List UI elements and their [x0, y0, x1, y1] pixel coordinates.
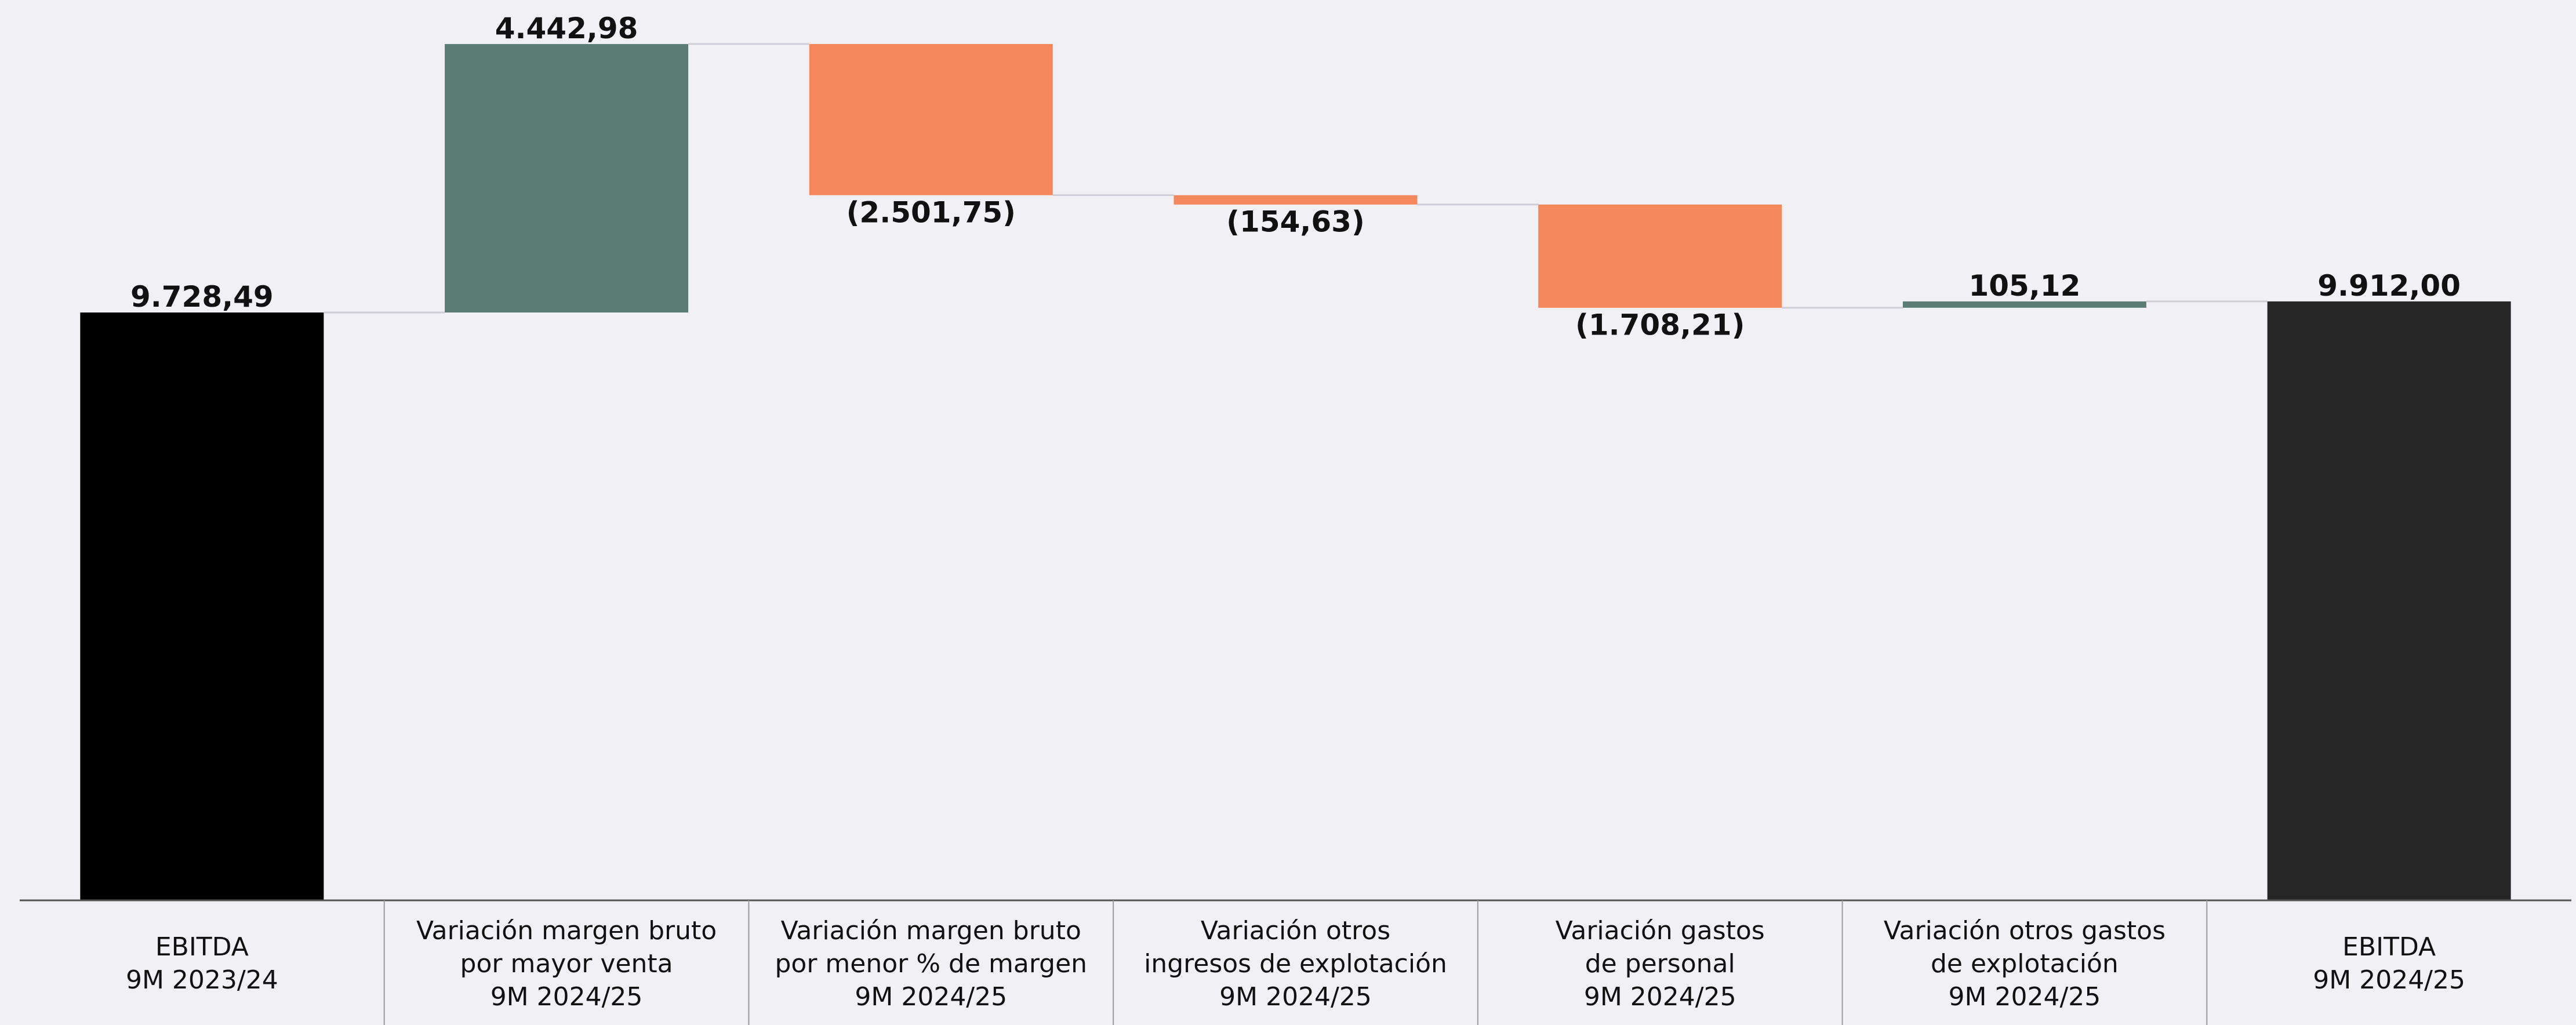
- bar: [2267, 301, 2511, 901]
- x-tick-label: Variación gastos de personal 9M 2024/25: [1555, 915, 1765, 1012]
- bar: [80, 312, 324, 900]
- x-tick-label: Variación margen bruto por menor % de ma…: [775, 915, 1088, 1012]
- x-tick-label: EBITDA 9M 2024/25: [2313, 932, 2465, 995]
- bar: [1173, 195, 1418, 205]
- value-label: 4.442,98: [495, 12, 638, 45]
- x-tick-label: EBITDA 9M 2023/24: [125, 932, 278, 995]
- value-label: 105,12: [1968, 269, 2080, 303]
- x-tick-label: Variación otros gastos de explotación 9M…: [1883, 915, 2166, 1012]
- value-label: (1.708,21): [1575, 308, 1745, 342]
- value-label: (154,63): [1226, 205, 1365, 239]
- x-tick-label: Variación margen bruto por mayor venta 9…: [416, 915, 717, 1012]
- bar: [1538, 204, 1782, 308]
- value-label: 9.728,49: [130, 280, 274, 314]
- value-label: 9.912,00: [2317, 269, 2461, 303]
- bar: [445, 43, 689, 313]
- bar: [809, 43, 1053, 195]
- x-tick-label: Variación otros ingresos de explotación …: [1144, 915, 1447, 1012]
- bar: [1902, 301, 2146, 308]
- value-label: (2.501,75): [846, 195, 1016, 229]
